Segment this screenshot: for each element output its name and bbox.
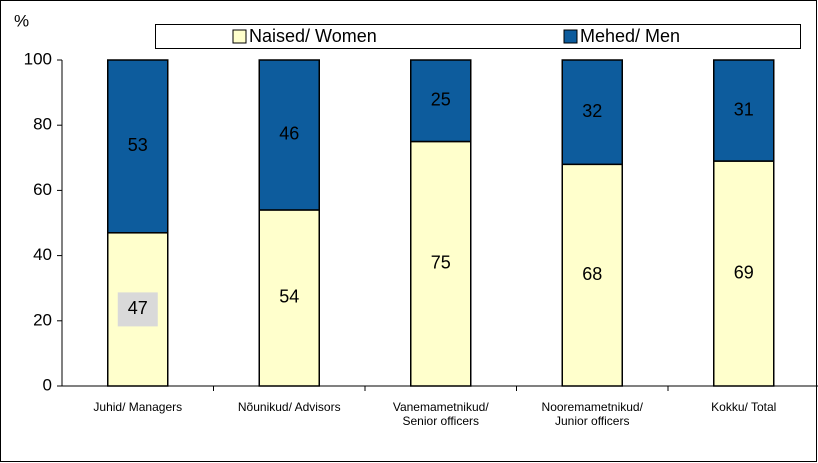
- bar-segment: [258, 59, 320, 211]
- bar-segment: [713, 59, 775, 162]
- data-label: 53: [128, 135, 148, 155]
- x-tick-label: Nõunikud/ Advisors: [237, 400, 341, 414]
- y-tick-label: 80: [33, 115, 52, 134]
- legend-label: Naised/ Women: [249, 26, 377, 46]
- data-label: 32: [582, 101, 602, 121]
- y-tick-label: 20: [33, 310, 52, 329]
- bar-segment: [561, 163, 623, 387]
- bar-segment: [258, 209, 320, 387]
- bar-segment: [561, 59, 623, 166]
- x-tick-label: Nooremametnikud/ Junior officers: [541, 400, 643, 428]
- y-tick-label: 100: [24, 49, 52, 68]
- y-tick-label: 0: [43, 375, 52, 394]
- data-label: 54: [279, 287, 299, 307]
- legend-swatch: [232, 29, 247, 44]
- data-label: 68: [582, 264, 602, 284]
- data-label: 25: [431, 90, 451, 110]
- data-label: 75: [431, 253, 451, 273]
- bar-segment: [410, 140, 472, 387]
- label-highlight: [117, 292, 158, 327]
- x-tick-label: Kokku/ Total: [711, 400, 777, 414]
- bar-segment: [410, 59, 472, 143]
- x-tick-label: Vanemametnikud/ Senior officers: [392, 400, 489, 428]
- data-label: 47: [128, 298, 148, 318]
- y-tick-label: 40: [33, 245, 52, 264]
- legend-swatch: [563, 29, 578, 44]
- x-tick-label: Juhid/ Managers: [93, 400, 183, 414]
- legend-box: [155, 24, 801, 49]
- y-tick-label: 60: [33, 180, 52, 199]
- bar-segment: [107, 59, 169, 234]
- legend-label: Mehed/ Men: [580, 26, 680, 46]
- data-label: 69: [734, 262, 754, 282]
- y-axis-label: %: [14, 11, 29, 30]
- data-label: 46: [279, 124, 299, 144]
- data-label: 31: [734, 99, 754, 119]
